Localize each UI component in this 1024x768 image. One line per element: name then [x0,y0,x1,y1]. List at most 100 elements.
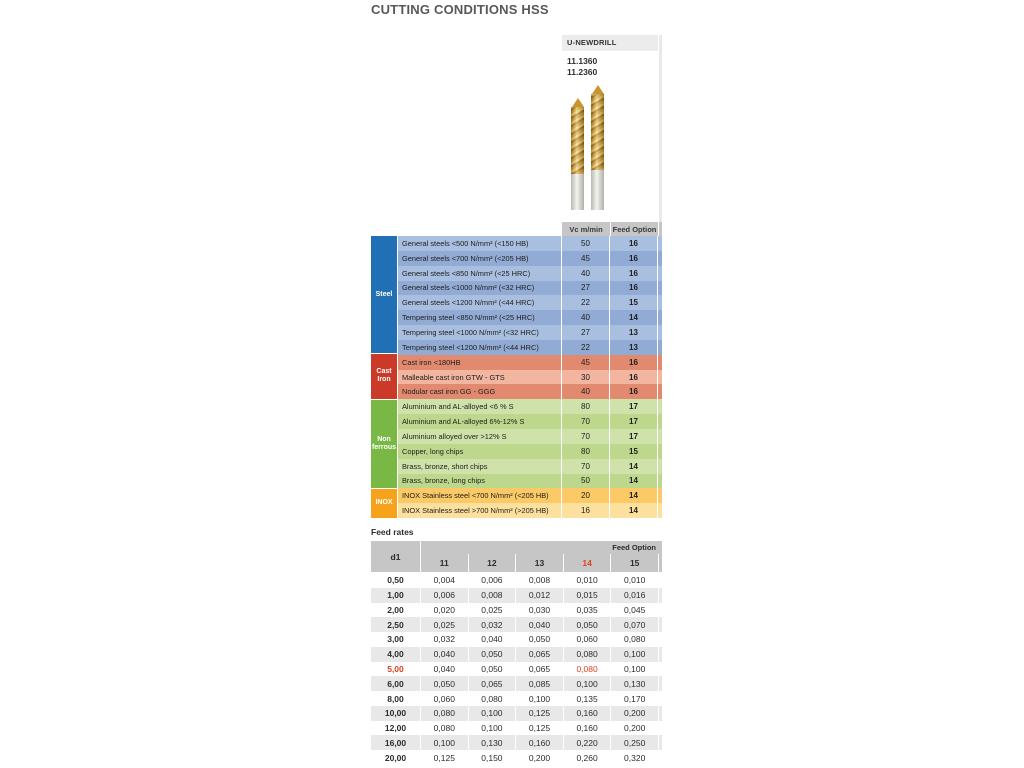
feed-rate-value: 0,050 [420,676,468,692]
d1-value: 1,00 [387,590,404,601]
feed-option-value: 17 [609,399,657,415]
feed-rate-value: 0,020 [420,602,468,618]
cutoff-cell [657,554,662,572]
product-code: 11.2360 [567,66,598,77]
feed-rate-row: 10,00 0,080 0,100 0,125 0,160 0,200 [371,705,662,721]
feed-option-value: 15 [609,295,657,311]
feed-rate-value: 0,125 [420,750,468,765]
cutoff-cell [657,369,661,385]
feed-option-value: 13 [609,339,657,355]
vc-value: 40 [561,265,609,281]
d1-value: 16,00 [384,737,407,748]
feed-option-value: 14 [609,503,657,519]
feed-rate-value: 0,100 [610,661,658,677]
feed-rate-value: 0,070 [610,617,658,633]
feed-option-value: 17 [609,428,657,444]
feed-rate-value: 0,160 [562,720,611,736]
material-group-labels: Steel Cast Iron Non ferrous INOX [371,236,398,518]
cutoff-next-column [659,35,662,222]
feed-rate-value: 0,050 [515,632,563,647]
material-row: Aluminium and AL-alloyed <6 % S 80 17 [398,399,662,415]
feed-rate-row: 4,00 0,040 0,050 0,065 0,080 0,100 [371,646,662,662]
cutoff-cell [657,503,661,519]
material-description: Brass, bronze, short chips [402,461,488,471]
feed-rate-row: 2,50 0,025 0,032 0,040 0,050 0,070 [371,617,662,633]
feed-rate-value: 0,080 [562,646,611,662]
material-description: General steels <1000 N/mm² (<32 HRC) [402,283,535,293]
material-row: INOX Stainless steel >700 N/mm² (>205 HB… [398,503,662,519]
feed-column-header: 14 [562,554,611,572]
material-row: Cast iron <180HB 45 16 [398,354,662,370]
d1-value: 2,00 [387,604,404,615]
d1-value: 5,00 [387,663,404,674]
feed-rate-value: 0,130 [467,735,516,751]
cutoff-cell [657,735,662,751]
material-description: General steels <1200 N/mm² (<44 HRC) [402,298,535,308]
material-group-label: Steel [371,236,397,355]
cutoff-cell [657,676,662,692]
feed-rate-value: 0,016 [610,587,658,603]
feed-rate-value: 0,040 [515,617,563,633]
feed-rate-value: 0,050 [467,646,516,662]
feed-rate-value: 0,100 [420,735,468,751]
feed-column-header: 13 [515,554,563,572]
material-group-label: Non ferrous [371,399,397,489]
feed-rate-value: 0,320 [610,750,658,765]
drill-flutes [571,107,584,174]
feed-rate-value: 0,080 [610,632,658,647]
material-row: Nodular cast iron GG - GGG 40 16 [398,384,662,400]
material-description: INOX Stainless steel <700 N/mm² (<205 HB… [402,491,549,501]
material-description: Tempering steel <1000 N/mm² (<32 HRC) [402,327,539,337]
d1-value: 3,00 [387,634,404,645]
feed-rate-row: 2,00 0,020 0,025 0,030 0,035 0,045 [371,602,662,618]
material-description: Malleable cast iron GTW - GTS [402,372,505,382]
vc-value: 22 [561,295,609,311]
feed-rate-value: 0,220 [562,735,611,751]
cutoff-cell [657,473,661,489]
feed-rate-value: 0,200 [610,720,658,736]
feed-option-value: 14 [609,458,657,474]
vc-value: 30 [561,369,609,385]
feed-column-header: 11 [420,554,468,572]
page-title: CUTTING CONDITIONS HSS [371,2,549,17]
feed-rate-value: 0,100 [467,720,516,736]
feed-rates-title: Feed rates [371,527,414,537]
feed-rate-row: 5,00 0,040 0,050 0,065 0,080 0,100 [371,661,662,677]
material-description: INOX Stainless steel >700 N/mm² (>205 HB… [402,506,549,516]
feed-rate-value: 0,010 [562,573,611,588]
material-row: Aluminium alloyed over >12% S 70 17 [398,428,662,444]
feed-rate-value: 0,065 [515,661,563,677]
d1-header: d1 [371,541,420,572]
feed-rate-value: 0,050 [467,661,516,677]
feed-rate-value: 0,008 [515,573,563,588]
feed-rate-value: 0,060 [420,691,468,706]
cutoff-cell [657,250,661,266]
cutoff-cell [657,265,661,281]
feed-rate-value: 0,100 [610,646,658,662]
vc-value: 70 [561,414,609,429]
feed-rate-row: 1,00 0,006 0,008 0,012 0,015 0,016 [371,587,662,603]
cutoff-cell [657,617,662,633]
d1-value: 4,00 [387,649,404,660]
material-row: Tempering steel <850 N/mm² (<25 HRC) 40 14 [398,310,662,326]
cutoff-cell [657,720,662,736]
feed-rate-row: 0,50 0,004 0,006 0,008 0,010 0,010 [371,573,662,588]
feed-rate-value: 0,010 [610,573,658,588]
material-description: Aluminium and AL-alloyed 6%-12% S [402,417,525,427]
vc-value: 80 [561,443,609,459]
feed-rate-value: 0,045 [610,602,658,618]
feed-option-value: 16 [609,236,657,251]
d1-value: 10,00 [384,708,407,719]
cutoff-cell [658,222,662,236]
material-description: Cast iron <180HB [402,357,461,367]
material-row: Copper, long chips 80 15 [398,443,662,459]
cutoff-cell [657,443,661,459]
cutoff-cell [657,325,661,340]
feed-option-value: 17 [609,414,657,429]
material-group-label: INOX [371,488,397,518]
feed-option-value: 13 [609,325,657,340]
feed-rate-value: 0,200 [515,750,563,765]
vc-value: 40 [561,384,609,400]
material-description: Copper, long chips [402,446,464,456]
